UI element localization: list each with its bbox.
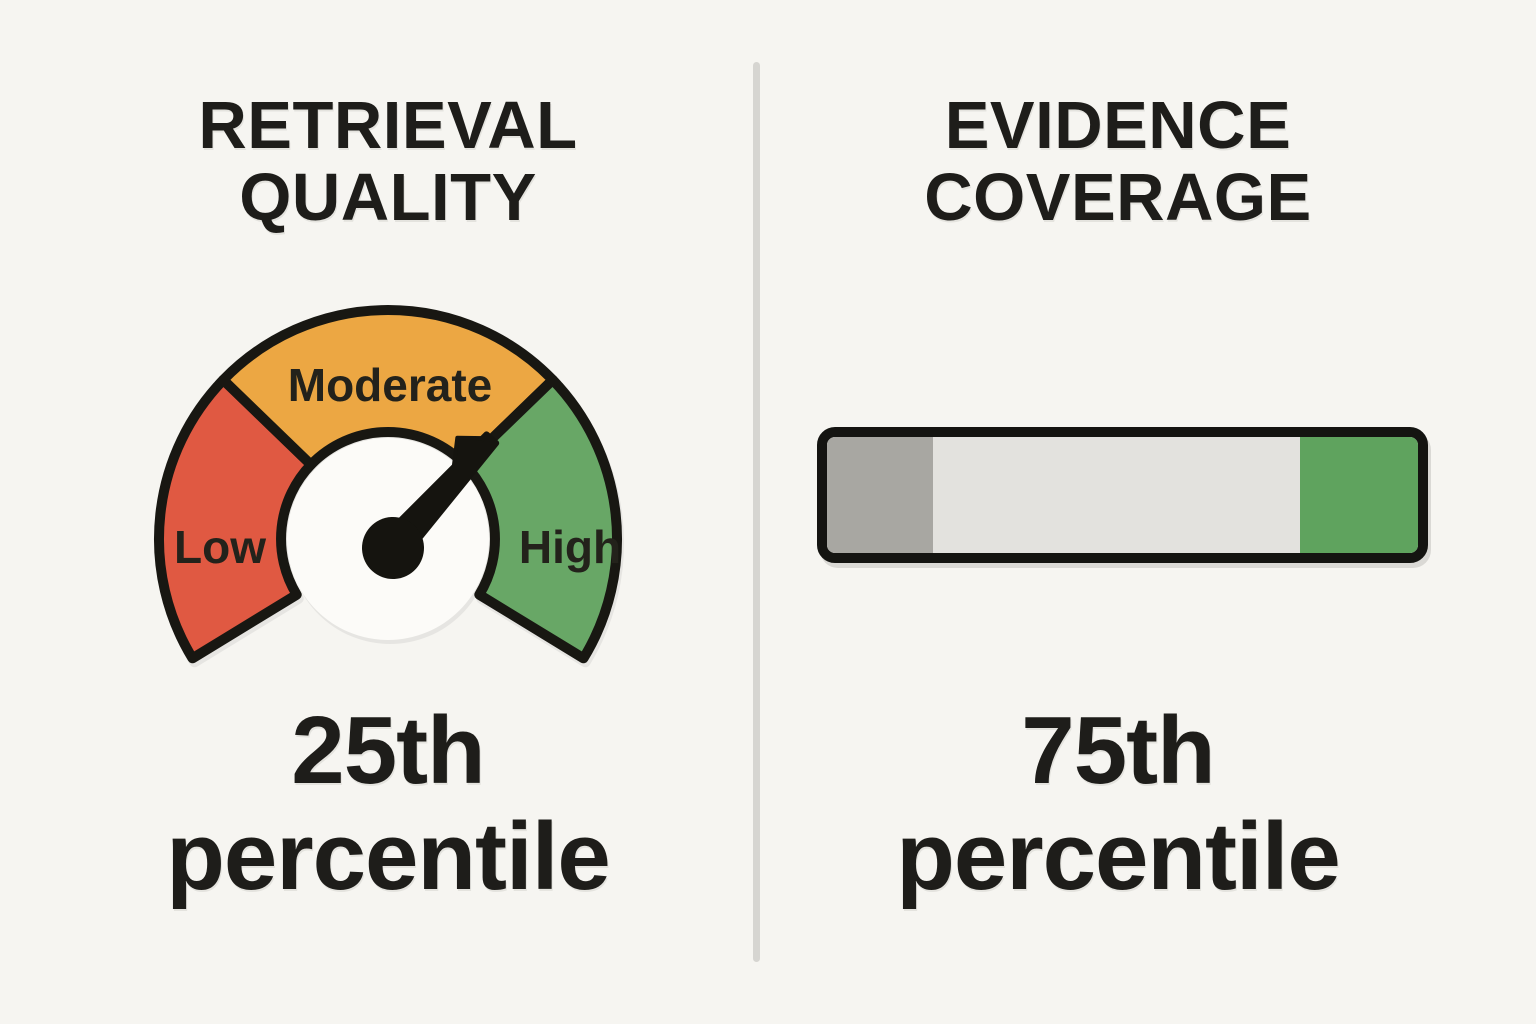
value-line-2: percentile <box>896 802 1341 910</box>
coverage-bar-segment-dark-gray <box>827 437 934 553</box>
gauge-segment-high <box>460 374 623 664</box>
title-line-2: QUALITY <box>239 159 537 235</box>
needle-spur <box>451 435 486 470</box>
gauge-label-high: High <box>519 521 621 573</box>
gauge-label-moderate: Moderate <box>288 359 492 411</box>
needle-hub <box>362 517 424 579</box>
retrieval-quality-title: RETRIEVAL QUALITY <box>20 90 756 233</box>
gauge-segment-moderate <box>218 305 558 470</box>
gauge-segment-low <box>153 374 316 664</box>
gauge-label-low: Low <box>174 521 266 573</box>
quality-gauge: Low Moderate High <box>153 305 623 664</box>
retrieval-quality-value: 25th percentile <box>20 698 756 909</box>
title-line-1: RETRIEVAL <box>198 88 578 163</box>
evidence-coverage-title: EVIDENCE COVERAGE <box>760 90 1476 233</box>
gauge-needle <box>362 431 500 579</box>
evidence-coverage-value: 75th percentile <box>760 698 1476 909</box>
value-line-1: 75th <box>1021 697 1215 804</box>
coverage-bar <box>817 427 1428 563</box>
panel-divider <box>753 62 760 962</box>
value-line-2: percentile <box>166 802 611 910</box>
coverage-bar-segment-green <box>1299 437 1418 553</box>
value-line-1: 25th <box>291 697 485 804</box>
coverage-bar-segment-light-gray <box>933 437 1300 553</box>
title-line-2: COVERAGE <box>924 159 1312 235</box>
title-line-1: EVIDENCE <box>944 88 1292 163</box>
